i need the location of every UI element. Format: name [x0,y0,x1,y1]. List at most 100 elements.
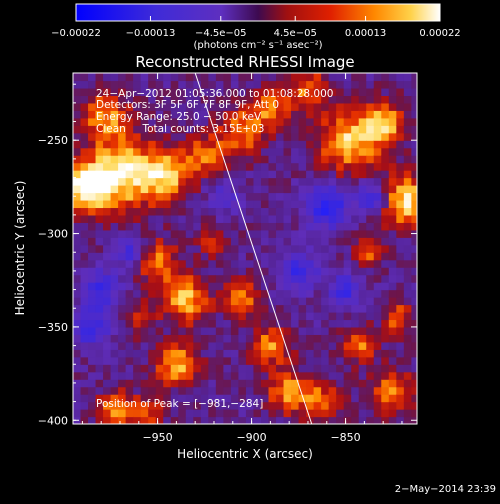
heatmap-cell [118,319,127,328]
heatmap-cell [148,87,157,97]
heatmap-cell [366,125,375,134]
heatmap-cell [223,371,232,380]
heatmap-cell [328,80,337,89]
heatmap-cell [283,394,292,403]
heatmap-cell [155,386,164,395]
heatmap-cell [268,304,277,313]
heatmap-cell [103,244,112,253]
heatmap-cell [148,177,157,186]
heatmap-cell [200,334,209,343]
heatmap-cell [373,326,382,335]
heatmap-cell [148,259,157,268]
heatmap-cell [118,214,127,223]
heatmap-cell [208,289,217,298]
heatmap-cell [306,401,315,410]
heatmap-cell [253,349,262,358]
heatmap-cells [73,73,417,424]
heatmap-cell [260,416,270,424]
heatmap-cell [321,132,330,141]
heatmap-cell [403,319,412,328]
heatmap-cell [133,252,142,261]
heatmap-cell [351,289,360,298]
heatmap-cell [403,73,412,82]
heatmap-cell [328,289,337,298]
heatmap-cell [230,259,240,268]
heatmap-cell [351,319,360,328]
heatmap-cell [238,199,247,209]
heatmap-cell [291,259,300,268]
heatmap-cell [381,162,390,171]
heatmap-cell [125,170,134,179]
heatmap-cell [268,244,277,253]
heatmap-cell [170,102,179,111]
heatmap-cell [118,87,127,97]
heatmap-cell [208,401,217,410]
heatmap-cell [268,311,277,321]
heatmap-cell [411,117,417,126]
heatmap-cell [193,259,202,268]
heatmap-cell [328,334,337,343]
heatmap-cell [133,73,142,82]
heatmap-cell [73,140,82,149]
heatmap-cell [110,102,119,111]
heatmap-cell [253,95,262,104]
heatmap-cell [185,409,194,418]
heatmap-cell [298,177,307,186]
heatmap-cell [321,326,330,335]
heatmap-cell [253,87,262,97]
heatmap-cell [193,304,202,313]
heatmap-cell [411,311,417,321]
heatmap-cell [223,140,232,149]
heatmap-cell [223,416,232,424]
heatmap-cell [336,282,345,291]
heatmap-cell [178,356,187,365]
heatmap-cell [321,304,330,313]
heatmap-cell [200,267,209,276]
heatmap-cell [388,334,397,343]
heatmap-cell [215,244,224,253]
heatmap-cell [163,170,172,179]
heatmap-cell [230,364,240,373]
heatmap-cell [321,244,330,253]
heatmap-cell [260,364,270,373]
heatmap-cell [88,259,97,268]
heatmap-cell [238,80,247,89]
heatmap-cell [276,192,285,201]
heatmap-cell [125,229,134,238]
heatmap-cell [223,95,232,104]
heatmap-cell [411,199,417,209]
heatmap-cell [336,192,345,201]
heatmap-cell [80,349,89,358]
heatmap-cell [178,409,187,418]
heatmap-cell [411,102,417,111]
heatmap-cell [230,274,240,283]
heatmap-cell [358,416,367,424]
heatmap-cell [351,274,360,283]
heatmap-cell [193,102,202,111]
heatmap-cell [253,147,262,156]
heatmap-cell [193,409,202,418]
heatmap-cell [80,185,89,194]
heatmap-cell [238,95,247,104]
heatmap-cell [215,73,224,82]
heatmap-cell [336,117,345,126]
heatmap-cell [351,73,360,82]
heatmap-cell [170,267,179,276]
heatmap-cell [155,170,164,179]
heatmap-cell [223,229,232,238]
heatmap-cell [283,214,292,223]
heatmap-cell [140,244,149,253]
heatmap-cell [313,304,322,313]
heatmap-cell [73,334,82,343]
heatmap-cell [403,401,412,410]
heatmap-cell [328,379,337,388]
heatmap-cell [185,80,194,89]
heatmap-cell [103,117,112,126]
heatmap-cell [215,349,224,358]
heatmap-cell [148,401,157,410]
heatmap-cell [358,311,367,321]
heatmap-cell [411,394,417,403]
heatmap-cell [163,282,172,291]
heatmap-cell [125,207,134,216]
colorbar-tick-label: −0.00013 [126,28,176,39]
